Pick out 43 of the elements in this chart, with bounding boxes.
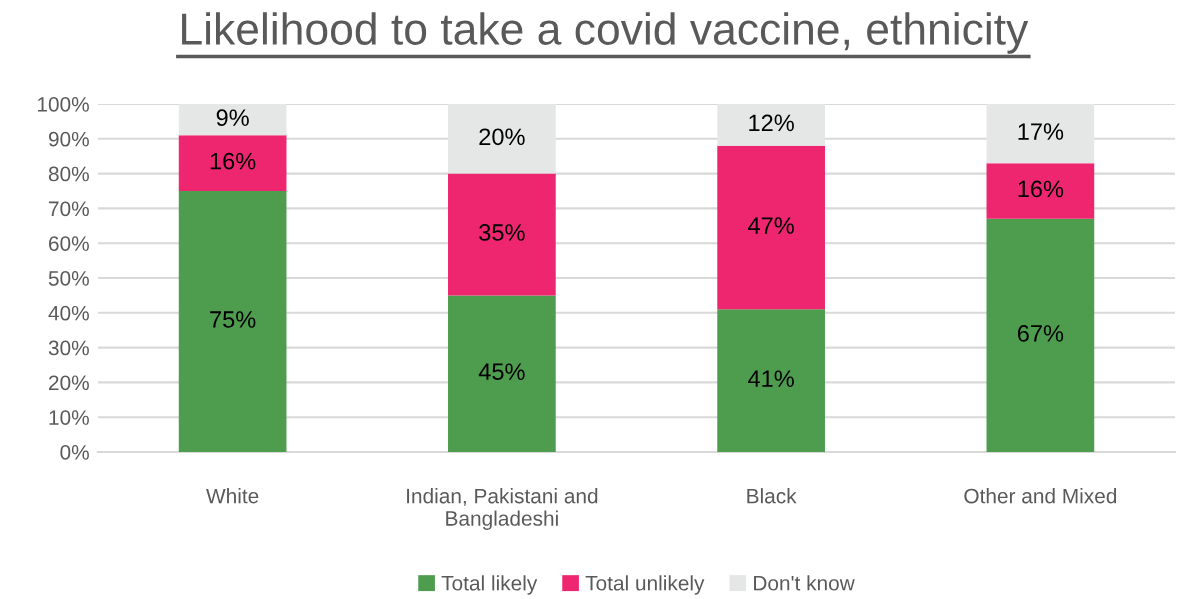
y-tick-label: 20% bbox=[49, 375, 89, 391]
data-label: 45% bbox=[478, 363, 525, 381]
bar bbox=[986, 218, 1095, 452]
data-label: 35% bbox=[479, 224, 525, 241]
y-tick-label: 80% bbox=[48, 166, 89, 182]
x-tick-label: Other and Mixed bbox=[964, 488, 1117, 504]
y-tick-label: 100% bbox=[37, 97, 89, 112]
y-tick-label: 40% bbox=[48, 305, 89, 321]
data-label: 41% bbox=[748, 370, 794, 387]
legend-label: Total unlikely bbox=[585, 575, 705, 595]
data-label: 20% bbox=[479, 128, 525, 146]
x-tick-label: Black bbox=[747, 488, 797, 504]
x-tick-label: Indian, Pakistani and Bangladeshi bbox=[407, 488, 598, 530]
bar bbox=[717, 309, 825, 452]
y-tick-label: 90% bbox=[48, 131, 89, 147]
bar bbox=[178, 191, 287, 452]
y-tick-label: 70% bbox=[49, 201, 89, 217]
data-label: 47% bbox=[748, 217, 794, 234]
data-label: 16% bbox=[210, 152, 256, 170]
legend-label: Don't know bbox=[754, 575, 855, 591]
data-label: 17% bbox=[1018, 123, 1064, 140]
bar bbox=[986, 163, 1095, 219]
legend-label: Total likely bbox=[441, 575, 538, 595]
y-tick-label: 0% bbox=[60, 445, 89, 460]
x-tick-label: White bbox=[206, 488, 259, 504]
bar bbox=[448, 295, 556, 452]
y-tick-label: 60% bbox=[49, 236, 89, 251]
bar bbox=[448, 104, 556, 174]
data-label: 16% bbox=[1018, 180, 1064, 198]
y-tick-label: 50% bbox=[48, 271, 89, 286]
bar bbox=[717, 104, 825, 146]
y-tick-label: 30% bbox=[48, 340, 89, 356]
data-label: 12% bbox=[749, 114, 794, 132]
bar bbox=[448, 173, 556, 296]
bar bbox=[178, 104, 287, 136]
bar bbox=[986, 104, 1095, 164]
data-label: 67% bbox=[1017, 325, 1064, 342]
chart-title: Likelihood to take a covid vaccine, ethnicity bbox=[182, 12, 1029, 54]
data-label: 9% bbox=[216, 109, 249, 126]
data-label: 75% bbox=[210, 311, 256, 328]
y-tick-label: 10% bbox=[49, 410, 89, 425]
bar bbox=[717, 145, 825, 310]
bar bbox=[178, 135, 287, 191]
